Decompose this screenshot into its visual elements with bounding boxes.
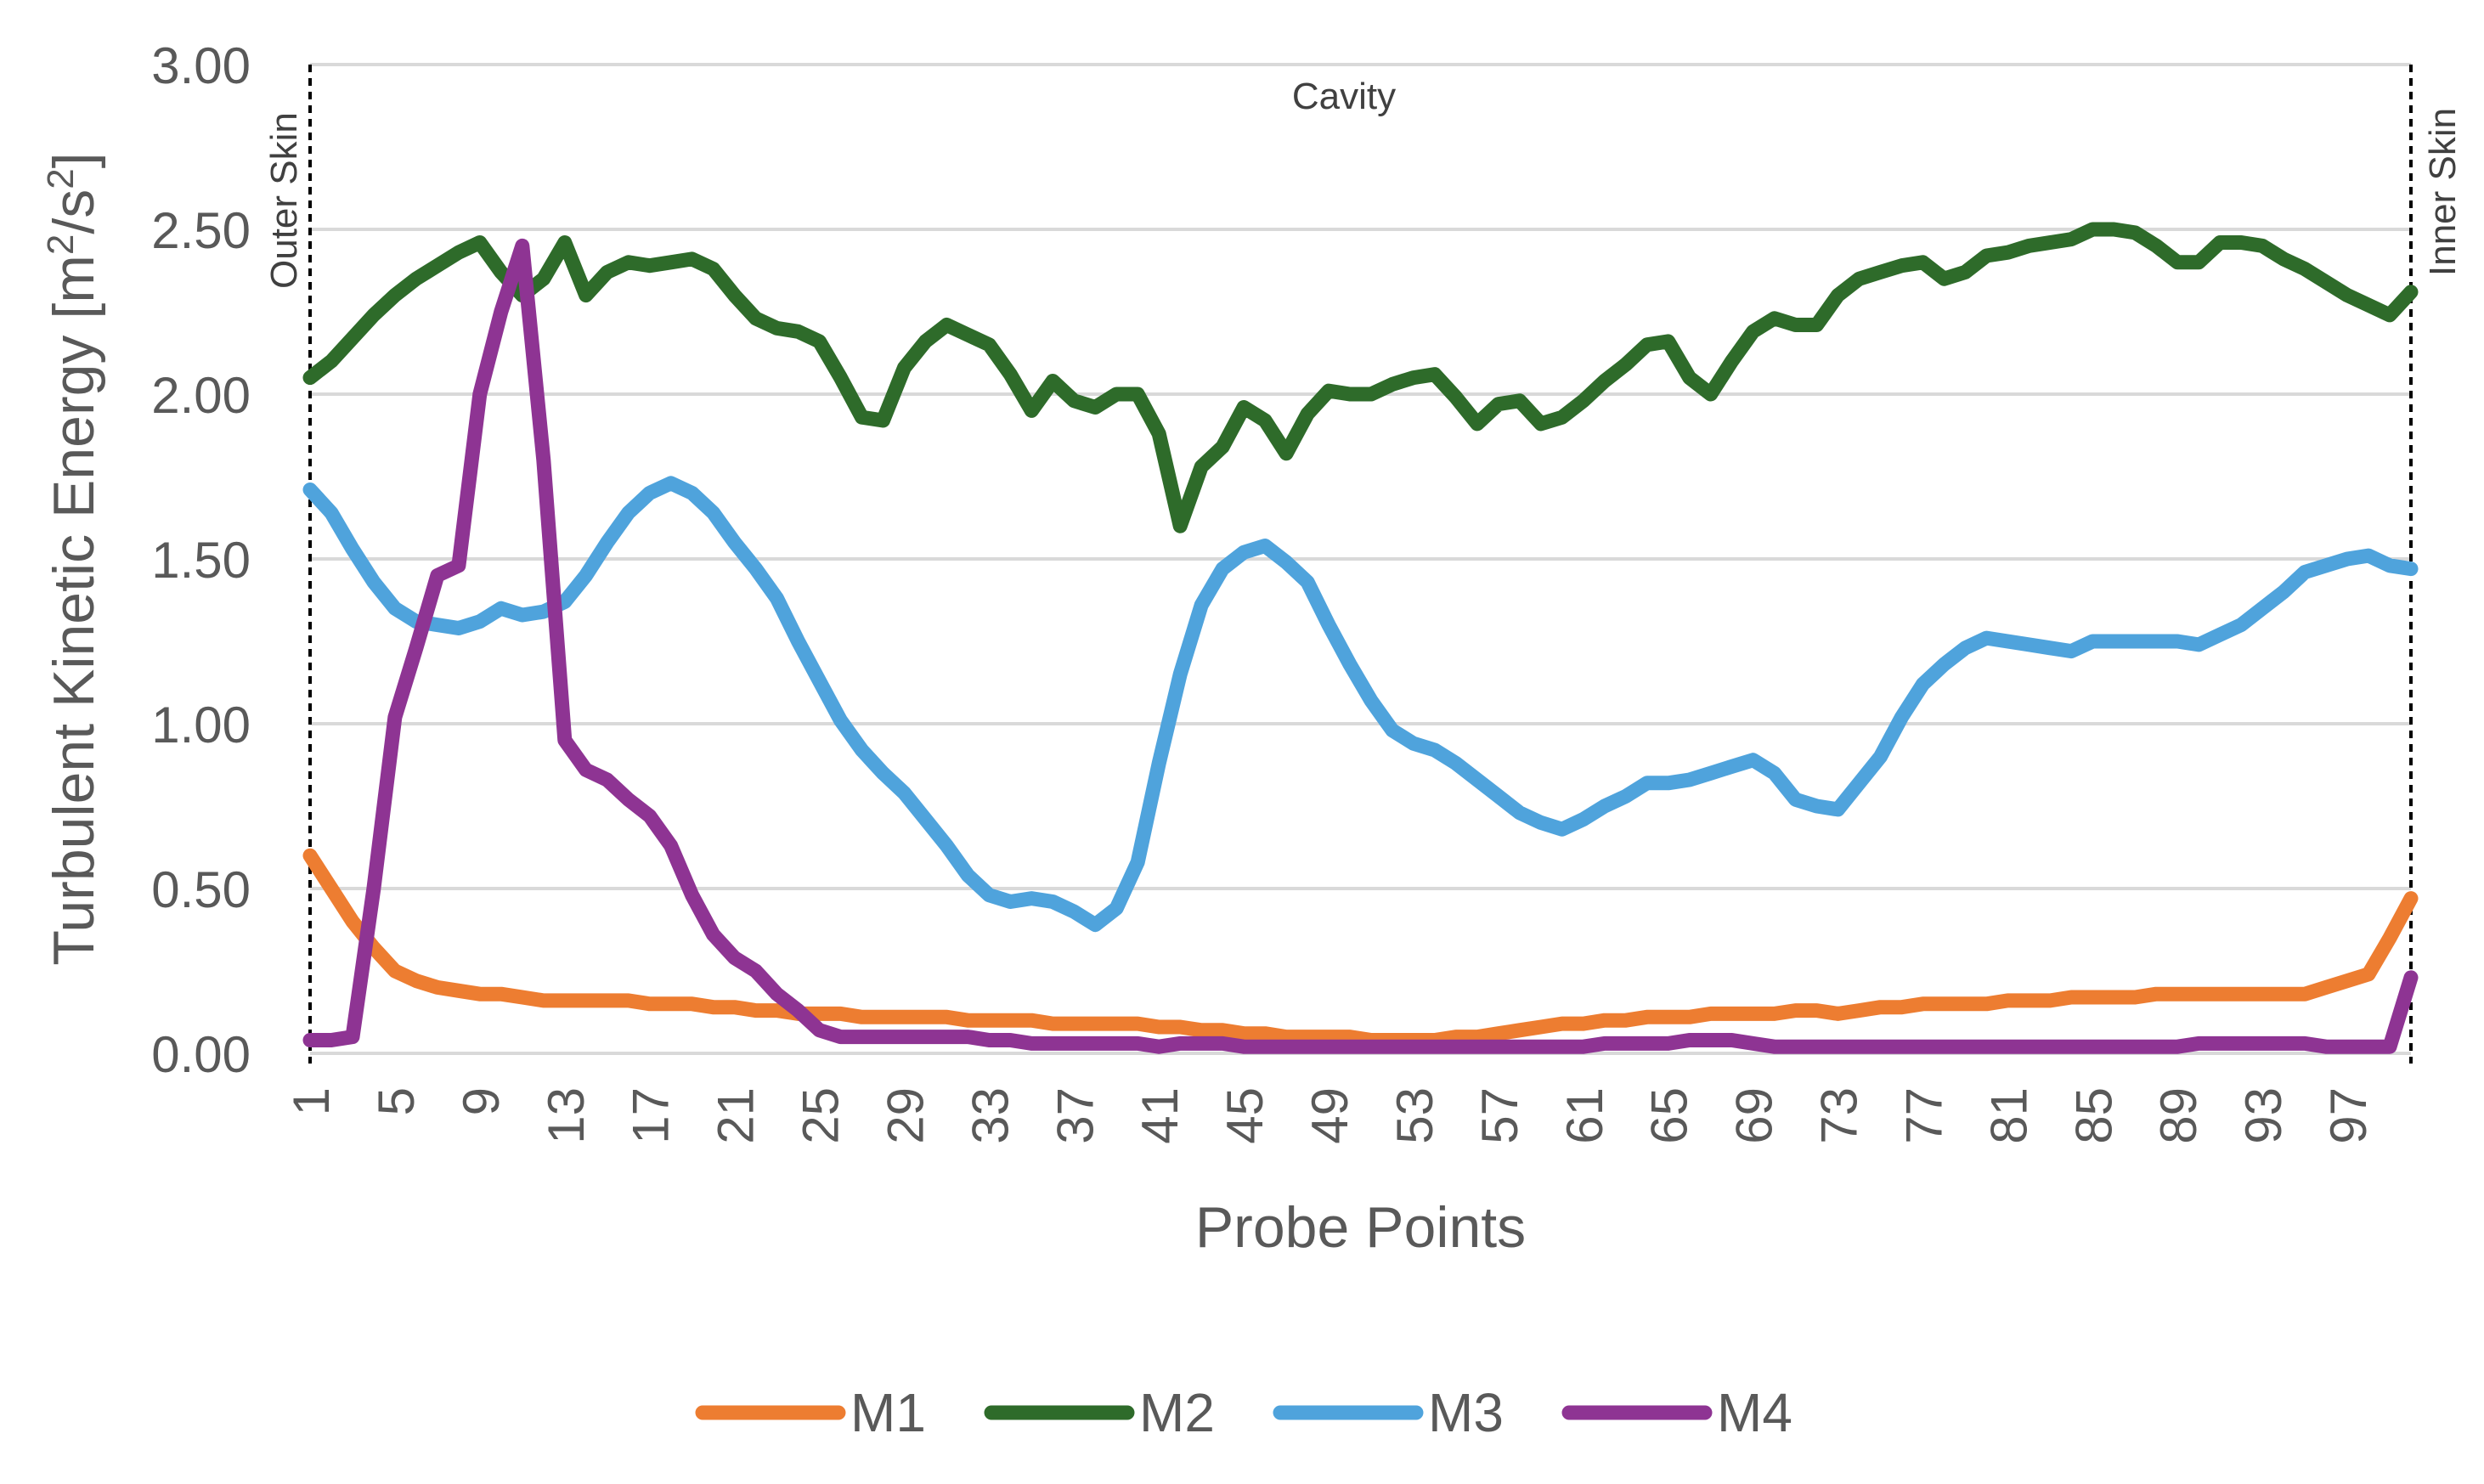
x-tick-label: 89 [2150,1087,2207,1144]
x-tick-label: 37 [1047,1087,1104,1144]
x-tick-label: 65 [1641,1087,1698,1144]
x-axis-ticks: 1 5 9 13 17 21 25 29 33 37 41 45 49 53 57 61 65 69 73 77 81 8… [283,1087,2377,1144]
y-tick-label: 2.50 [151,202,251,259]
y-axis-title-sup1: 2 [40,234,82,255]
x-tick-label: 33 [962,1087,1019,1144]
x-tick-label: 97 [2320,1087,2377,1144]
x-tick-label: 9 [453,1087,510,1115]
x-axis-title: Probe Points [1195,1195,1526,1260]
series-line-m2 [302,222,2419,533]
y-tick-label: 0.00 [151,1026,251,1083]
y-axis-title-sup2: 2 [40,168,82,189]
x-tick-label: 73 [1811,1087,1868,1144]
x-tick-label: 13 [538,1087,595,1144]
outer-skin-label: Outer Skin [263,112,305,289]
legend-label-m3: M3 [1428,1382,1504,1443]
legend-label-m2: M2 [1139,1382,1215,1443]
y-tick-label: 3.00 [151,37,251,94]
x-tick-label: 85 [2065,1087,2122,1144]
y-tick-label: 2.00 [151,367,251,424]
legend-label-m1: M1 [850,1382,926,1443]
x-tick-label: 5 [368,1087,425,1115]
y-tick-label: 1.00 [151,697,251,753]
series-line-m4 [302,238,2419,1054]
x-tick-label: 81 [1980,1087,2037,1144]
x-tick-label: 17 [623,1087,680,1144]
x-tick-label: 25 [793,1087,850,1144]
cavity-label: Cavity [1292,76,1396,117]
y-tick-label: 1.50 [151,532,251,589]
gridlines [310,63,2411,1055]
x-tick-label: 57 [1471,1087,1528,1144]
region-markers [308,65,2413,1064]
x-tick-label: 53 [1386,1087,1443,1144]
x-tick-label: 93 [2235,1087,2292,1144]
y-axis-title-mid: /s [42,189,106,234]
legend-label-m4: M4 [1717,1382,1792,1443]
x-tick-label: 1 [283,1087,340,1115]
x-tick-label: 29 [877,1087,934,1144]
inner-skin-label: Inner Skin [2422,108,2464,276]
y-axis-title-end: ] [42,152,106,168]
series-line-m1 [302,848,2419,1047]
x-tick-label: 77 [1895,1087,1952,1144]
y-tick-label: 0.50 [151,861,251,918]
x-tick-label: 69 [1726,1087,1783,1144]
y-axis-ticks: 0.00 0.50 1.00 1.50 2.00 2.50 3.00 [151,37,251,1083]
series-line-m3 [302,476,2419,933]
x-tick-label: 45 [1217,1087,1273,1144]
series-lines [302,222,2419,1054]
x-tick-label: 61 [1556,1087,1613,1144]
x-tick-label: 41 [1132,1087,1188,1144]
y-axis-title: Turbulent Kinetic Energy [m2/s2] [40,152,107,965]
x-tick-label: 21 [708,1087,765,1144]
y-axis-title-main: Turbulent Kinetic Energy [m [42,255,106,966]
legend: M1 M2 M3 M4 [695,1382,1792,1443]
x-tick-label: 49 [1301,1087,1358,1144]
